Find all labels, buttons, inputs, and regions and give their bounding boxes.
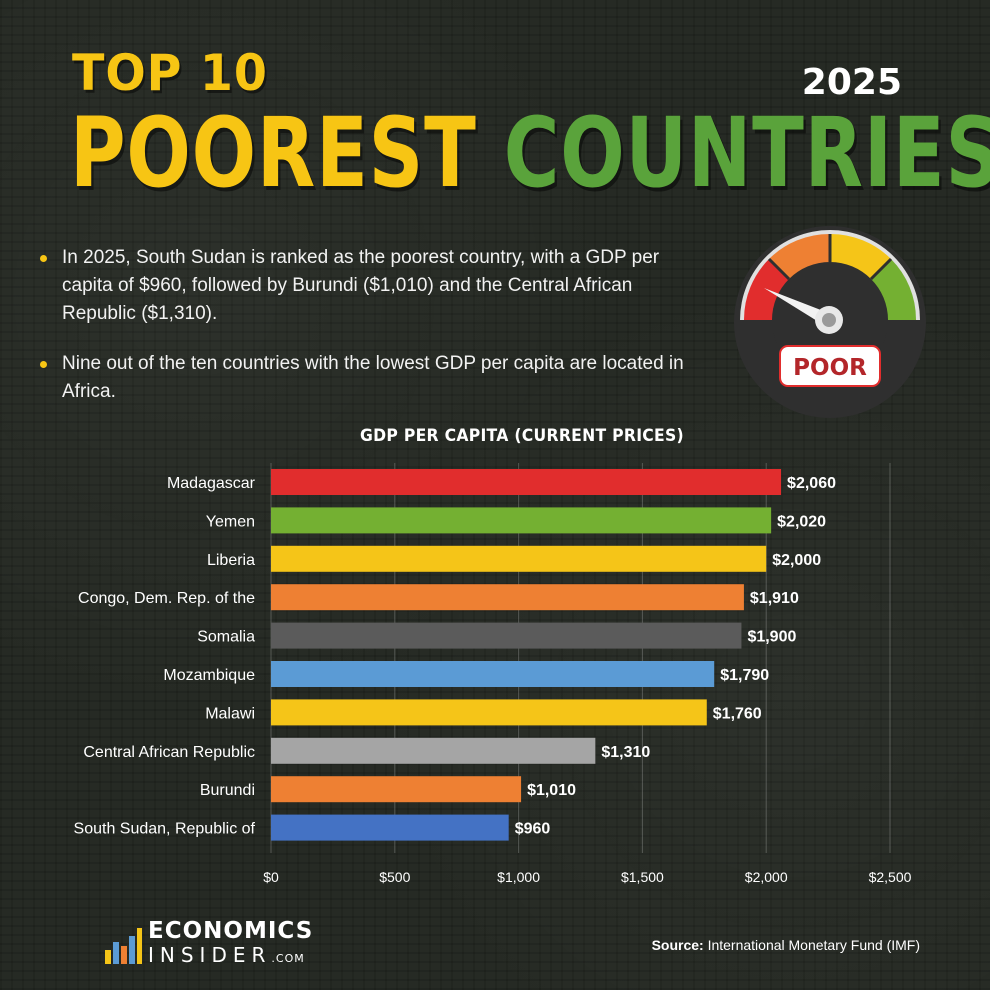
logo-suffix: .COM bbox=[271, 952, 305, 965]
category-label: Liberia bbox=[207, 552, 255, 569]
value-label: $1,310 bbox=[601, 744, 650, 761]
x-tick-label: $500 bbox=[379, 869, 410, 885]
value-label: $2,060 bbox=[787, 475, 836, 492]
x-tick-label: $1,500 bbox=[621, 869, 664, 885]
value-label: $1,760 bbox=[713, 705, 762, 722]
source-label: Source: bbox=[651, 937, 704, 953]
speedometer-gauge-icon: POOR bbox=[734, 226, 926, 418]
source-note: Source: International Monetary Fund (IMF… bbox=[652, 937, 920, 953]
value-label: $1,010 bbox=[527, 782, 576, 799]
value-label: $2,020 bbox=[777, 513, 826, 530]
category-label: Yemen bbox=[206, 513, 255, 530]
gauge-label: POOR bbox=[793, 355, 867, 381]
bar bbox=[271, 814, 509, 841]
category-label: Somalia bbox=[197, 629, 255, 646]
labels: $0 $500 $1,000 $1,500 $2,000 $2,500 Madagascar… bbox=[74, 475, 912, 885]
x-tick-label: $0 bbox=[263, 869, 279, 885]
x-tick-label: $2,500 bbox=[869, 869, 912, 885]
source-text: International Monetary Fund (IMF) bbox=[707, 937, 920, 953]
x-tick-label: $1,000 bbox=[497, 869, 540, 885]
main-title: POOREST COUNTRIES bbox=[70, 98, 990, 208]
category-label: Central African Republic bbox=[83, 744, 255, 761]
bar bbox=[271, 584, 744, 611]
logo-word-insider: INSIDER bbox=[148, 943, 272, 967]
bar bbox=[271, 776, 522, 803]
category-label: Madagascar bbox=[167, 475, 256, 492]
bullet-dot-icon bbox=[40, 255, 47, 262]
chart-title: GDP PER CAPITA (CURRENT PRICES) bbox=[360, 426, 684, 446]
bullet-text: Nine out of the ten countries with the l… bbox=[62, 353, 684, 402]
bullet-item: Nine out of the ten countries with the l… bbox=[40, 350, 700, 406]
bullet-list: In 2025, South Sudan is ranked as the po… bbox=[40, 244, 700, 428]
title-word-poorest: POOREST bbox=[70, 97, 477, 209]
logo-line2: INSIDER.COM bbox=[148, 943, 305, 967]
value-label: $960 bbox=[515, 821, 551, 838]
category-label: Malawi bbox=[205, 705, 255, 722]
bar-chart: $0 $500 $1,000 $1,500 $2,000 $2,500 Madagascar… bbox=[74, 463, 912, 885]
bar bbox=[271, 545, 767, 572]
bar bbox=[271, 469, 782, 495]
logo-line1: ECONOMICS bbox=[148, 918, 314, 944]
category-label: Congo, Dem. Rep. of the bbox=[78, 590, 255, 607]
bullet-text: In 2025, South Sudan is ranked as the po… bbox=[62, 247, 660, 324]
bar-chart-logo-icon bbox=[105, 928, 142, 964]
bar bbox=[271, 622, 742, 649]
bullet-item: In 2025, South Sudan is ranked as the po… bbox=[40, 244, 700, 328]
category-label: Burundi bbox=[200, 782, 255, 799]
title-word-countries: COUNTRIES bbox=[503, 97, 990, 209]
bullet-dot-icon bbox=[40, 361, 47, 368]
value-label: $1,900 bbox=[747, 629, 796, 646]
x-tick-label: $2,000 bbox=[745, 869, 788, 885]
bars bbox=[271, 469, 782, 841]
bar bbox=[271, 737, 596, 764]
value-label: $1,910 bbox=[750, 590, 799, 607]
category-label: South Sudan, Republic of bbox=[74, 821, 256, 838]
title-top-line: TOP 10 bbox=[72, 44, 268, 102]
category-label: Mozambique bbox=[163, 667, 255, 684]
bar bbox=[271, 699, 707, 726]
bar bbox=[271, 507, 772, 534]
value-label: $1,790 bbox=[720, 667, 769, 684]
year-label: 2025 bbox=[801, 62, 902, 103]
economics-insider-logo: ECONOMICS INSIDER.COM bbox=[104, 918, 324, 968]
bar bbox=[271, 661, 715, 687]
value-label: $2,000 bbox=[772, 552, 821, 569]
